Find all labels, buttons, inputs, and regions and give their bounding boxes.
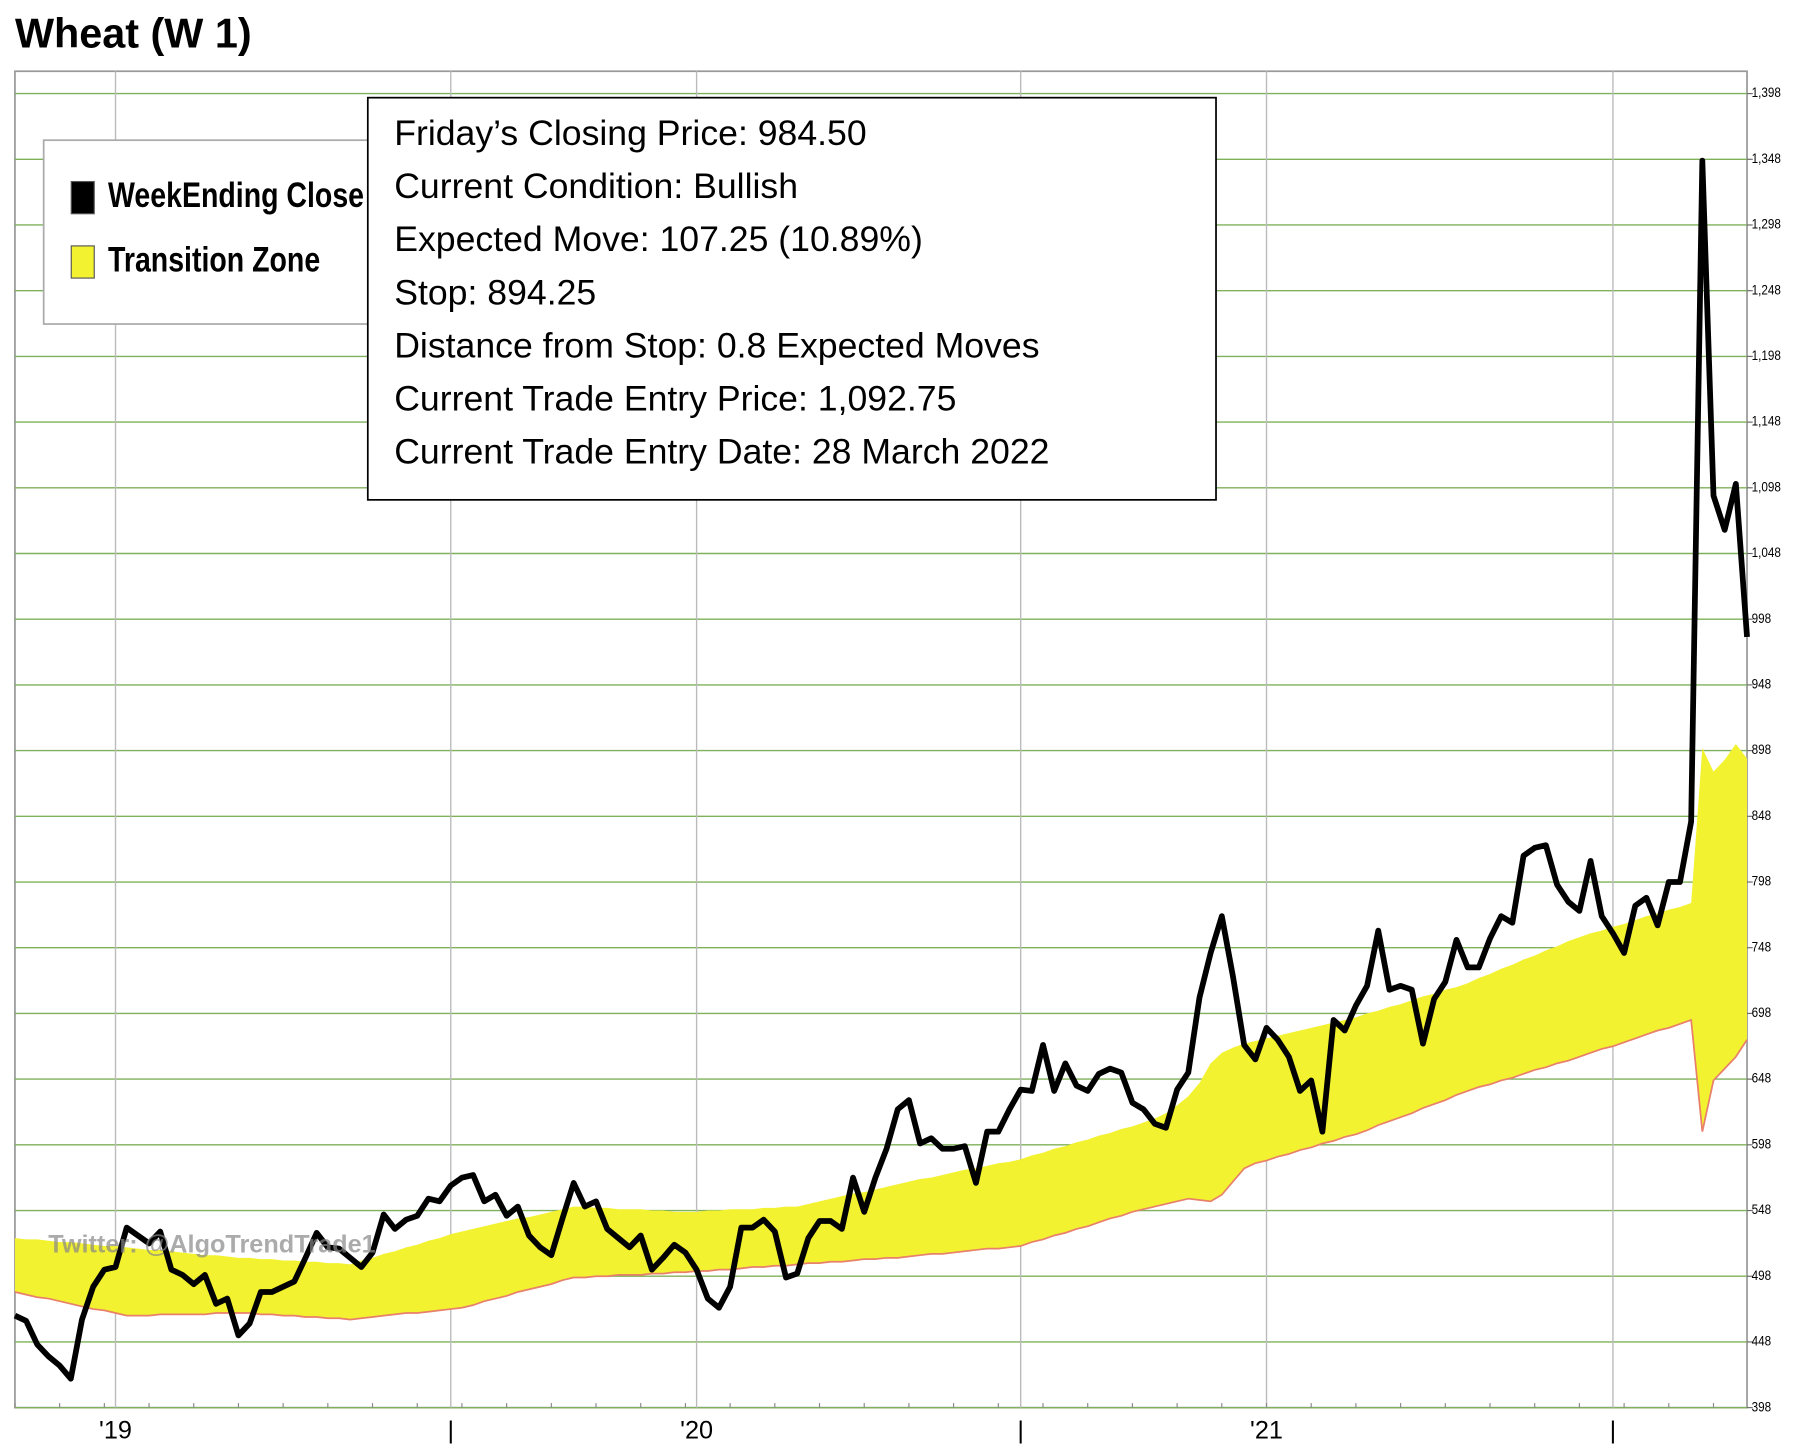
y-tick-label: 698 — [1752, 1004, 1772, 1020]
y-tick-label: 398 — [1752, 1398, 1772, 1414]
chart-title: Wheat (W 1) — [15, 11, 252, 57]
y-tick-label: 548 — [1752, 1201, 1772, 1217]
x-tick-label: '19 — [99, 1416, 132, 1444]
y-tick-label: 998 — [1752, 610, 1772, 626]
info-line: Friday’s Closing Price: 984.50 — [394, 113, 866, 153]
x-tick-label: | — [447, 1416, 454, 1444]
info-box — [366, 96, 1217, 501]
y-tick-label: 1,098 — [1752, 479, 1781, 495]
info-line: Current Condition: Bullish — [394, 166, 798, 206]
legend-label: WeekEnding Close — [108, 175, 364, 215]
y-tick-label: 448 — [1752, 1333, 1772, 1349]
legend-swatch — [70, 180, 95, 215]
y-tick-label: 798 — [1752, 873, 1772, 889]
y-tick-label: 748 — [1752, 938, 1772, 954]
info-line: Current Trade Entry Price: 1,092.75 — [394, 378, 956, 418]
x-tick-label: | — [1017, 1416, 1024, 1444]
legend-box — [42, 139, 378, 325]
transition-zone — [14, 744, 1748, 1320]
x-tick-label: '21 — [1250, 1416, 1283, 1444]
y-tick-label: 1,298 — [1752, 216, 1781, 232]
y-tick-label: 898 — [1752, 741, 1772, 757]
y-tick-label: 1,048 — [1752, 544, 1781, 560]
y-tick-label: 1,398 — [1752, 84, 1781, 100]
close-line — [13, 157, 1750, 1382]
info-line: Expected Move: 107.25 (10.89%) — [394, 219, 923, 259]
info-line: Stop: 894.25 — [394, 272, 596, 312]
y-tick-label: 1,348 — [1752, 150, 1781, 166]
y-tick-label: 1,198 — [1752, 347, 1781, 363]
legend-label: Transition Zone — [108, 239, 320, 279]
info-line: Current Trade Entry Date: 28 March 2022 — [394, 432, 1049, 472]
x-tick-label: '20 — [680, 1416, 713, 1444]
legend-swatch — [70, 245, 95, 279]
y-tick-label: 648 — [1752, 1070, 1772, 1086]
x-tick-label: | — [1610, 1416, 1617, 1444]
y-tick-label: 848 — [1752, 807, 1772, 823]
y-tick-label: 948 — [1752, 676, 1772, 692]
info-line: Distance from Stop: 0.8 Expected Moves — [394, 325, 1039, 365]
zone-low-edge — [14, 1018, 1748, 1321]
watermark: Twitter: @AlgoTrendTrade1 — [48, 1230, 375, 1258]
y-tick-label: 1,248 — [1752, 281, 1781, 297]
y-tick-label: 1,148 — [1752, 413, 1781, 429]
y-tick-label: 498 — [1752, 1267, 1772, 1283]
y-tick-label: 598 — [1752, 1136, 1772, 1152]
